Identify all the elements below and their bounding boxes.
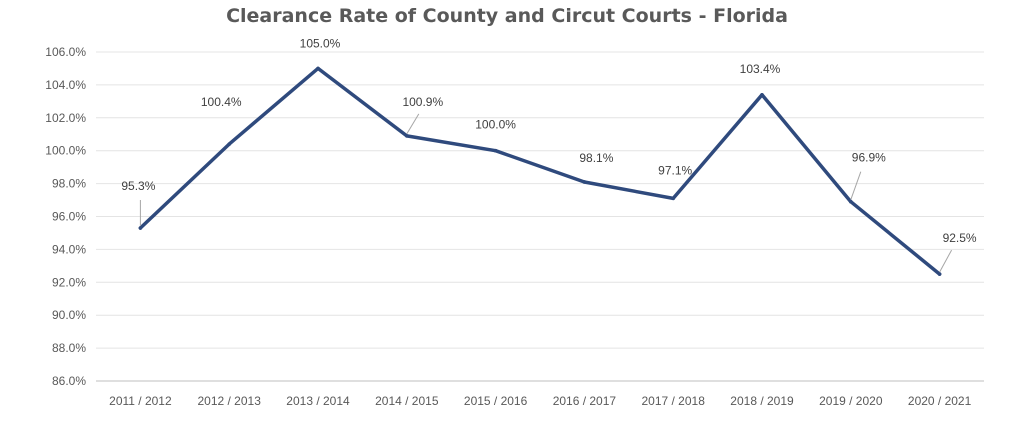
x-tick-label: 2018 / 2019 [730, 394, 794, 408]
data-label: 100.4% [201, 95, 242, 109]
leader-line [939, 249, 953, 273]
series-line [138, 66, 942, 276]
data-point [227, 142, 231, 146]
data-label: 103.4% [740, 62, 781, 76]
data-point [138, 226, 143, 230]
x-tick-label: 2015 / 2016 [464, 394, 528, 408]
gridlines [96, 51, 984, 382]
y-tick-label: 90.0% [52, 308, 86, 322]
data-label: 98.1% [579, 151, 613, 165]
y-axis: 86.0% 88.0% 90.0% 92.0% 94.0% 96.0% 98.0% 100.0… [45, 45, 86, 388]
data-label: 100.0% [475, 118, 516, 132]
y-tick-label: 86.0% [52, 374, 86, 388]
data-point [937, 272, 942, 276]
data-label: 96.9% [852, 151, 886, 165]
data-label: 97.1% [658, 163, 692, 177]
data-label: 92.5% [943, 231, 977, 245]
x-tick-label: 2011 / 2012 [109, 394, 172, 408]
y-tick-label: 102.0% [45, 111, 86, 125]
chart-title: Clearance Rate of County and Circut Cour… [226, 5, 788, 27]
leader-line [406, 113, 420, 135]
data-label: 100.9% [402, 95, 443, 109]
data-point [671, 196, 675, 201]
data-label: 105.0% [300, 36, 341, 50]
y-tick-label: 106.0% [45, 45, 86, 59]
y-tick-label: 88.0% [52, 341, 86, 355]
data-point [849, 199, 853, 204]
x-tick-label: 2016 / 2017 [553, 394, 617, 408]
data-point [493, 148, 498, 153]
x-tick-label: 2014 / 2015 [375, 394, 439, 408]
y-tick-label: 96.0% [52, 210, 86, 224]
y-tick-label: 100.0% [45, 144, 86, 158]
x-tick-label: 2020 / 2021 [908, 394, 972, 408]
x-axis: 2011 / 2012 2012 / 2013 2013 / 2014 2014 / … [109, 394, 971, 408]
data-point [316, 66, 320, 71]
data-point [582, 180, 587, 184]
x-tick-label: 2017 / 2018 [641, 394, 705, 408]
leader-line [850, 171, 862, 200]
x-tick-label: 2013 / 2014 [286, 394, 350, 408]
y-tick-label: 92.0% [52, 275, 86, 289]
data-point [760, 92, 764, 97]
series-layer [138, 66, 942, 276]
y-tick-label: 94.0% [52, 242, 86, 256]
data-labels: 95.3% 100.4% 105.0% 100.9% 100.0% 98.1% 97.1% 1… [121, 36, 977, 273]
data-point [405, 134, 409, 138]
y-tick-label: 98.0% [52, 177, 86, 191]
x-tick-label: 2019 / 2020 [819, 394, 883, 408]
y-tick-label: 104.0% [45, 78, 86, 92]
data-label: 95.3% [121, 179, 155, 193]
x-tick-label: 2012 / 2013 [197, 394, 261, 408]
